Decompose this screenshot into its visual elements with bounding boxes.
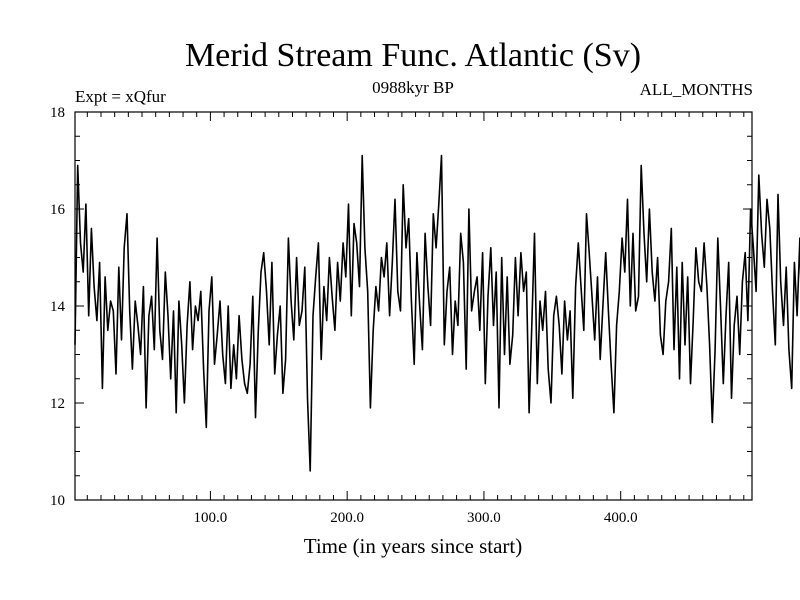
x-tick-label: 200.0	[330, 510, 364, 526]
x-axis-label: Time (in years since start)	[304, 534, 523, 558]
x-tick-label: 100.0	[194, 510, 228, 526]
plot-frame	[74, 111, 753, 501]
series-line	[74, 154, 800, 472]
y-tick-label: 10	[50, 493, 65, 509]
x-tick-label: 300.0	[467, 510, 501, 526]
months-label: ALL_MONTHS	[640, 80, 753, 99]
period-label: 0988kyr BP	[372, 78, 454, 97]
axis-tick-labels: 100.0 200.0 300.0 400.0 10 12 14 16 18	[50, 105, 638, 526]
y-tick-label: 12	[50, 396, 65, 412]
y-tick-label: 18	[50, 105, 65, 121]
y-tick-label: 16	[50, 202, 66, 218]
experiment-label: Expt = xQfur	[75, 87, 166, 106]
y-tick-label: 14	[50, 299, 66, 315]
axis-ticks	[75, 112, 752, 500]
chart-title: Merid Stream Func. Atlantic (Sv)	[185, 37, 641, 74]
x-tick-label: 400.0	[604, 510, 638, 526]
